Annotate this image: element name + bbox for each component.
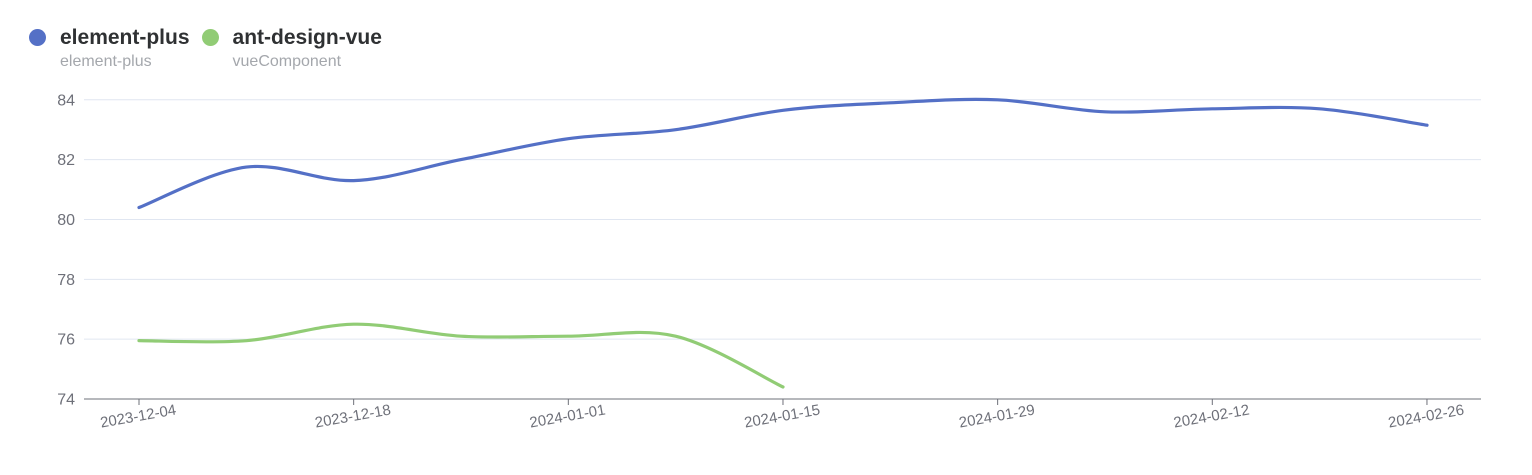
y-axis-label: 74 — [57, 392, 75, 409]
y-axis-label: 82 — [57, 152, 75, 169]
legend-label-element-plus: element-plus — [60, 26, 190, 49]
y-axis-label: 84 — [57, 92, 75, 109]
x-axis-label: 2023-12-04 — [99, 402, 178, 432]
series-line-element-plus[interactable] — [137, 97, 1429, 210]
legend-item-element-plus[interactable]: element-plus element-plus — [29, 25, 190, 72]
legend-item-ant-design-vue[interactable]: ant-design-vue vueComponent — [201, 25, 382, 72]
legend-texts: element-plus element-plus — [60, 25, 190, 72]
x-axis-label: 2024-02-26 — [1387, 402, 1466, 432]
series-color-dot-ant-design-vue — [201, 29, 219, 46]
x-axis-label: 2023-12-18 — [314, 402, 393, 432]
legend-sublabel-ant-design-vue: vueComponent — [232, 53, 342, 70]
x-axis-label: 2024-02-12 — [1172, 402, 1251, 432]
x-axis-label: 2024-01-29 — [958, 402, 1037, 432]
legend-texts: ant-design-vue vueComponent — [233, 25, 382, 72]
legend-sublabel-element-plus: element-plus — [60, 53, 152, 70]
x-axis-label: 2024-01-01 — [528, 402, 607, 432]
y-axis-label: 80 — [57, 212, 75, 229]
legend: element-plus element-plus ant-design-vue… — [29, 25, 382, 72]
x-axis-label: 2024-01-15 — [743, 402, 822, 432]
series-color-dot-element-plus — [29, 29, 46, 46]
legend-label-ant-design-vue: ant-design-vue — [232, 26, 382, 49]
y-axis-label: 76 — [57, 332, 75, 349]
y-axis-label: 78 — [57, 272, 75, 289]
series-line-ant-design-vue[interactable] — [137, 322, 785, 389]
